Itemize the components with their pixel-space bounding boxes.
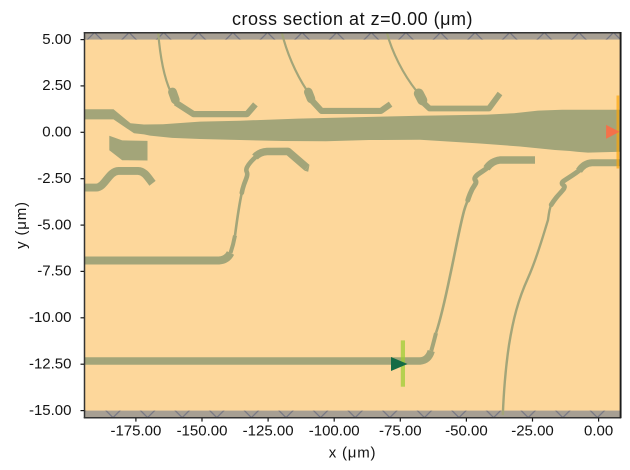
svg-text:-150.00: -150.00 — [177, 423, 228, 440]
svg-text:-5.00: -5.00 — [37, 216, 71, 233]
svg-text:x (μm): x (μm) — [329, 445, 377, 462]
svg-text:-2.50: -2.50 — [37, 170, 71, 187]
svg-text:-125.00: -125.00 — [243, 423, 294, 440]
svg-text:y (μm): y (μm) — [13, 201, 30, 249]
svg-text:5.00: 5.00 — [42, 31, 71, 48]
svg-text:-7.50: -7.50 — [37, 263, 71, 280]
svg-text:0.00: 0.00 — [42, 124, 71, 141]
svg-text:cross section at z=0.00 (μm): cross section at z=0.00 (μm) — [232, 9, 473, 29]
svg-text:-75.00: -75.00 — [379, 423, 422, 440]
svg-text:0.00: 0.00 — [584, 423, 613, 440]
svg-text:-10.00: -10.00 — [29, 309, 72, 326]
svg-text:-15.00: -15.00 — [29, 402, 72, 419]
svg-text:-100.00: -100.00 — [309, 423, 360, 440]
svg-text:2.50: 2.50 — [42, 77, 71, 94]
svg-text:-50.00: -50.00 — [445, 423, 488, 440]
svg-text:-12.50: -12.50 — [29, 355, 72, 372]
svg-text:-25.00: -25.00 — [511, 423, 554, 440]
svg-text:-175.00: -175.00 — [110, 423, 161, 440]
